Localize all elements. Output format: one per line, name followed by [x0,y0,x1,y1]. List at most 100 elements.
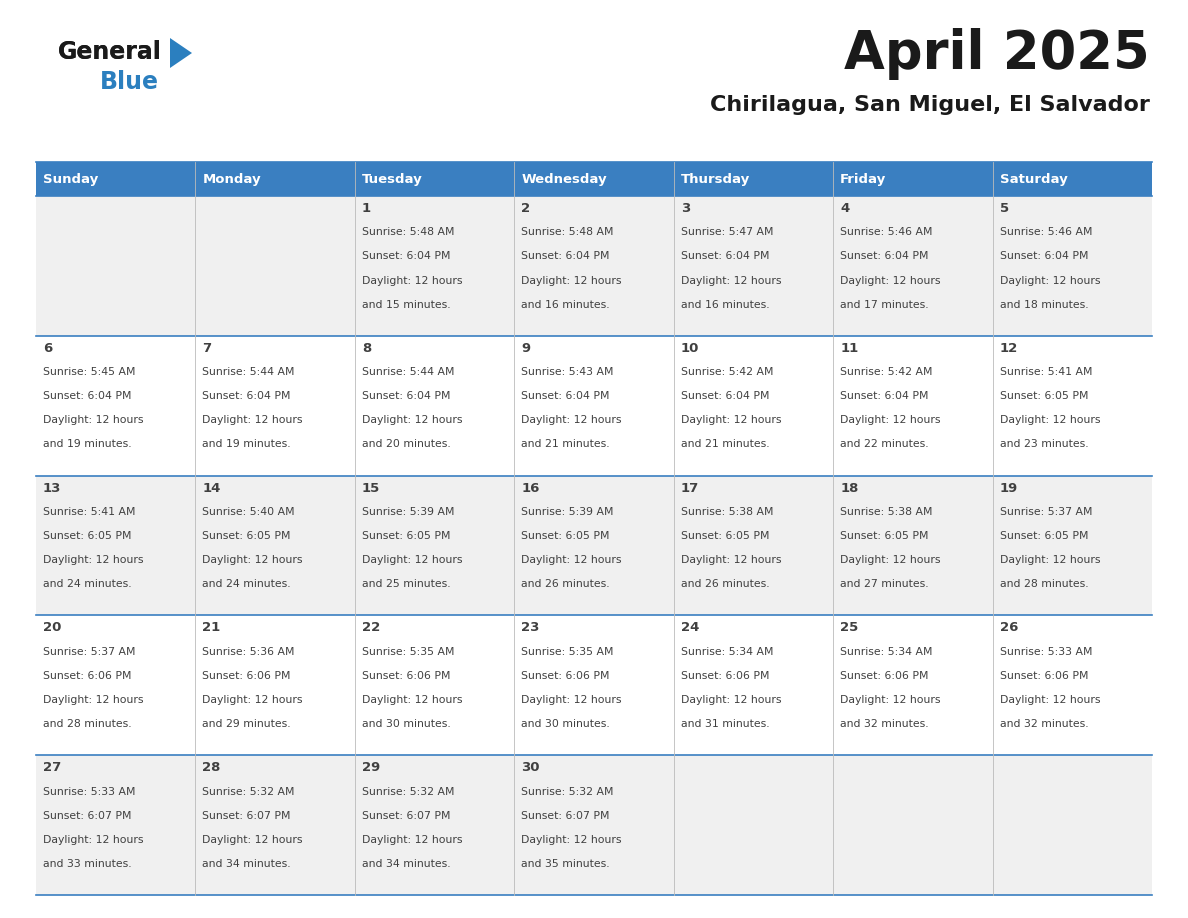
Bar [992,476,1152,615]
Bar [674,196,833,336]
Text: Sunset: 6:06 PM: Sunset: 6:06 PM [999,671,1088,681]
Text: 4: 4 [840,202,849,215]
Text: 19: 19 [999,482,1018,495]
Text: Sunset: 6:04 PM: Sunset: 6:04 PM [681,252,769,262]
Text: 23: 23 [522,621,539,634]
Text: Tuesday: Tuesday [362,173,423,185]
Bar [833,336,992,476]
Text: and 29 minutes.: and 29 minutes. [202,719,291,729]
Text: and 26 minutes.: and 26 minutes. [681,579,770,589]
Bar [514,756,674,895]
Bar [355,476,514,615]
Text: 24: 24 [681,621,699,634]
Text: Sunrise: 5:32 AM: Sunrise: 5:32 AM [362,787,454,797]
Text: and 19 minutes.: and 19 minutes. [202,440,291,450]
Text: and 35 minutes.: and 35 minutes. [522,859,609,868]
Text: and 18 minutes.: and 18 minutes. [999,299,1088,309]
Text: Daylight: 12 hours: Daylight: 12 hours [522,275,621,285]
Bar [992,196,1152,336]
Text: and 24 minutes.: and 24 minutes. [202,579,291,589]
Text: Sunrise: 5:42 AM: Sunrise: 5:42 AM [840,367,933,377]
Text: Sunrise: 5:43 AM: Sunrise: 5:43 AM [522,367,614,377]
Text: Sunrise: 5:45 AM: Sunrise: 5:45 AM [43,367,135,377]
Text: and 22 minutes.: and 22 minutes. [840,440,929,450]
Text: 8: 8 [362,341,371,354]
Text: Saturday: Saturday [999,173,1067,185]
Bar [992,756,1152,895]
Text: 10: 10 [681,341,699,354]
Text: and 32 minutes.: and 32 minutes. [840,719,929,729]
Text: Sunrise: 5:38 AM: Sunrise: 5:38 AM [840,507,933,517]
Text: Sunrise: 5:41 AM: Sunrise: 5:41 AM [43,507,135,517]
Text: and 28 minutes.: and 28 minutes. [999,579,1088,589]
Bar [833,196,992,336]
Text: Daylight: 12 hours: Daylight: 12 hours [999,275,1100,285]
Text: Sunrise: 5:40 AM: Sunrise: 5:40 AM [202,507,295,517]
Text: and 23 minutes.: and 23 minutes. [999,440,1088,450]
Text: General: General [58,40,162,64]
Text: Sunrise: 5:44 AM: Sunrise: 5:44 AM [362,367,454,377]
Text: Sunrise: 5:37 AM: Sunrise: 5:37 AM [43,646,135,656]
Text: and 16 minutes.: and 16 minutes. [681,299,770,309]
Text: and 21 minutes.: and 21 minutes. [681,440,770,450]
Text: and 20 minutes.: and 20 minutes. [362,440,450,450]
Text: 1: 1 [362,202,371,215]
Text: Daylight: 12 hours: Daylight: 12 hours [362,834,462,845]
Bar [992,615,1152,756]
Text: and 27 minutes.: and 27 minutes. [840,579,929,589]
Text: Friday: Friday [840,173,886,185]
Bar [196,162,355,196]
Text: and 30 minutes.: and 30 minutes. [522,719,609,729]
Bar [355,196,514,336]
Text: 29: 29 [362,761,380,774]
Bar [514,162,674,196]
Bar [833,162,992,196]
Text: Sunrise: 5:33 AM: Sunrise: 5:33 AM [43,787,135,797]
Text: and 30 minutes.: and 30 minutes. [362,719,450,729]
Text: Chirilagua, San Miguel, El Salvador: Chirilagua, San Miguel, El Salvador [710,95,1150,115]
Text: 2: 2 [522,202,530,215]
Text: Daylight: 12 hours: Daylight: 12 hours [840,695,941,705]
Text: Sunrise: 5:46 AM: Sunrise: 5:46 AM [840,228,933,238]
Text: Sunset: 6:04 PM: Sunset: 6:04 PM [522,252,609,262]
Text: 28: 28 [202,761,221,774]
Polygon shape [170,38,192,68]
Bar [36,476,196,615]
Text: and 34 minutes.: and 34 minutes. [362,859,450,868]
Text: Daylight: 12 hours: Daylight: 12 hours [999,695,1100,705]
Text: Sunrise: 5:48 AM: Sunrise: 5:48 AM [362,228,454,238]
Text: and 25 minutes.: and 25 minutes. [362,579,450,589]
Bar [196,615,355,756]
Text: Sunset: 6:05 PM: Sunset: 6:05 PM [43,531,132,541]
Text: Sunset: 6:04 PM: Sunset: 6:04 PM [202,391,291,401]
Text: and 31 minutes.: and 31 minutes. [681,719,770,729]
Bar [674,615,833,756]
Bar [833,756,992,895]
Text: 21: 21 [202,621,221,634]
Text: 20: 20 [43,621,62,634]
Bar [514,336,674,476]
Text: Sunrise: 5:32 AM: Sunrise: 5:32 AM [202,787,295,797]
Text: Daylight: 12 hours: Daylight: 12 hours [840,555,941,565]
Text: and 19 minutes.: and 19 minutes. [43,440,132,450]
Text: Sunset: 6:06 PM: Sunset: 6:06 PM [840,671,929,681]
Text: Sunrise: 5:46 AM: Sunrise: 5:46 AM [999,228,1092,238]
Text: Sunrise: 5:47 AM: Sunrise: 5:47 AM [681,228,773,238]
Text: Sunrise: 5:42 AM: Sunrise: 5:42 AM [681,367,773,377]
Text: Thursday: Thursday [681,173,750,185]
Text: Sunrise: 5:37 AM: Sunrise: 5:37 AM [999,507,1092,517]
Text: Sunset: 6:05 PM: Sunset: 6:05 PM [202,531,291,541]
Text: Sunrise: 5:34 AM: Sunrise: 5:34 AM [681,646,773,656]
Text: Sunset: 6:04 PM: Sunset: 6:04 PM [840,391,929,401]
Bar [514,615,674,756]
Bar [514,196,674,336]
Text: Daylight: 12 hours: Daylight: 12 hours [522,834,621,845]
Text: Daylight: 12 hours: Daylight: 12 hours [840,415,941,425]
Text: Sunset: 6:04 PM: Sunset: 6:04 PM [43,391,132,401]
Bar [196,196,355,336]
Text: Daylight: 12 hours: Daylight: 12 hours [999,415,1100,425]
Text: Daylight: 12 hours: Daylight: 12 hours [362,415,462,425]
Text: and 15 minutes.: and 15 minutes. [362,299,450,309]
Text: 17: 17 [681,482,699,495]
Text: Daylight: 12 hours: Daylight: 12 hours [202,695,303,705]
